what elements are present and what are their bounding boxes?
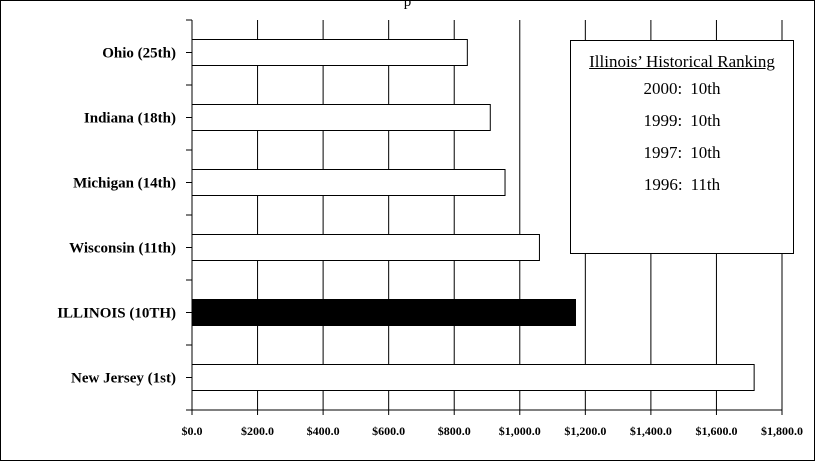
ranking-year: 1999: [643, 111, 683, 130]
ranking-value: 10th [690, 79, 721, 98]
ranking-year: 1997: [643, 143, 683, 162]
ranking-value: 10th [690, 143, 721, 162]
ranking-year: 1996: [643, 175, 683, 194]
bar [191, 299, 576, 326]
x-tick-label: $1,800.0 [761, 424, 803, 438]
ranking-row: 1996: 11th [571, 169, 793, 201]
ranking-value: 11th [690, 175, 721, 194]
x-tick-label: $600.0 [372, 424, 405, 438]
bar [191, 104, 491, 131]
bar [191, 364, 755, 391]
category-label: New Jersey (1st) [71, 371, 176, 387]
x-tick-label: $0.0 [182, 424, 203, 438]
x-tick-label: $800.0 [438, 424, 471, 438]
bar [191, 39, 468, 66]
category-label: Wisconsin (11th) [69, 241, 176, 257]
ranking-row: 1999: 10th [571, 105, 793, 137]
chart-title: p [403, 0, 412, 10]
category-label: ILLINOIS (10TH) [57, 306, 176, 322]
bar [191, 234, 540, 261]
ranking-row: 2000: 10th [571, 73, 793, 105]
x-tick-label: $1,200.0 [564, 424, 606, 438]
bar [191, 169, 506, 196]
historical-ranking-title: Illinois’ Historical Ranking [589, 52, 775, 71]
historical-ranking-list: 2000: 10th 1999: 10th 1997: 10th 1996: 11th [571, 73, 793, 201]
category-label: Michigan (14th) [73, 176, 176, 192]
historical-ranking-box: Illinois’ Historical Ranking 2000: 10th 19… [570, 40, 794, 254]
category-label: Indiana (18th) [84, 111, 176, 127]
x-tick-label: $1,000.0 [499, 424, 541, 438]
x-tick-label: $1,600.0 [695, 424, 737, 438]
ranking-value: 10th [690, 111, 721, 130]
x-tick-label: $400.0 [307, 424, 340, 438]
ranking-row: 1997: 10th [571, 137, 793, 169]
x-tick-label: $1,400.0 [630, 424, 672, 438]
category-label: Ohio (25th) [102, 46, 176, 62]
ranking-year: 2000: [643, 79, 683, 98]
x-tick-label: $200.0 [241, 424, 274, 438]
